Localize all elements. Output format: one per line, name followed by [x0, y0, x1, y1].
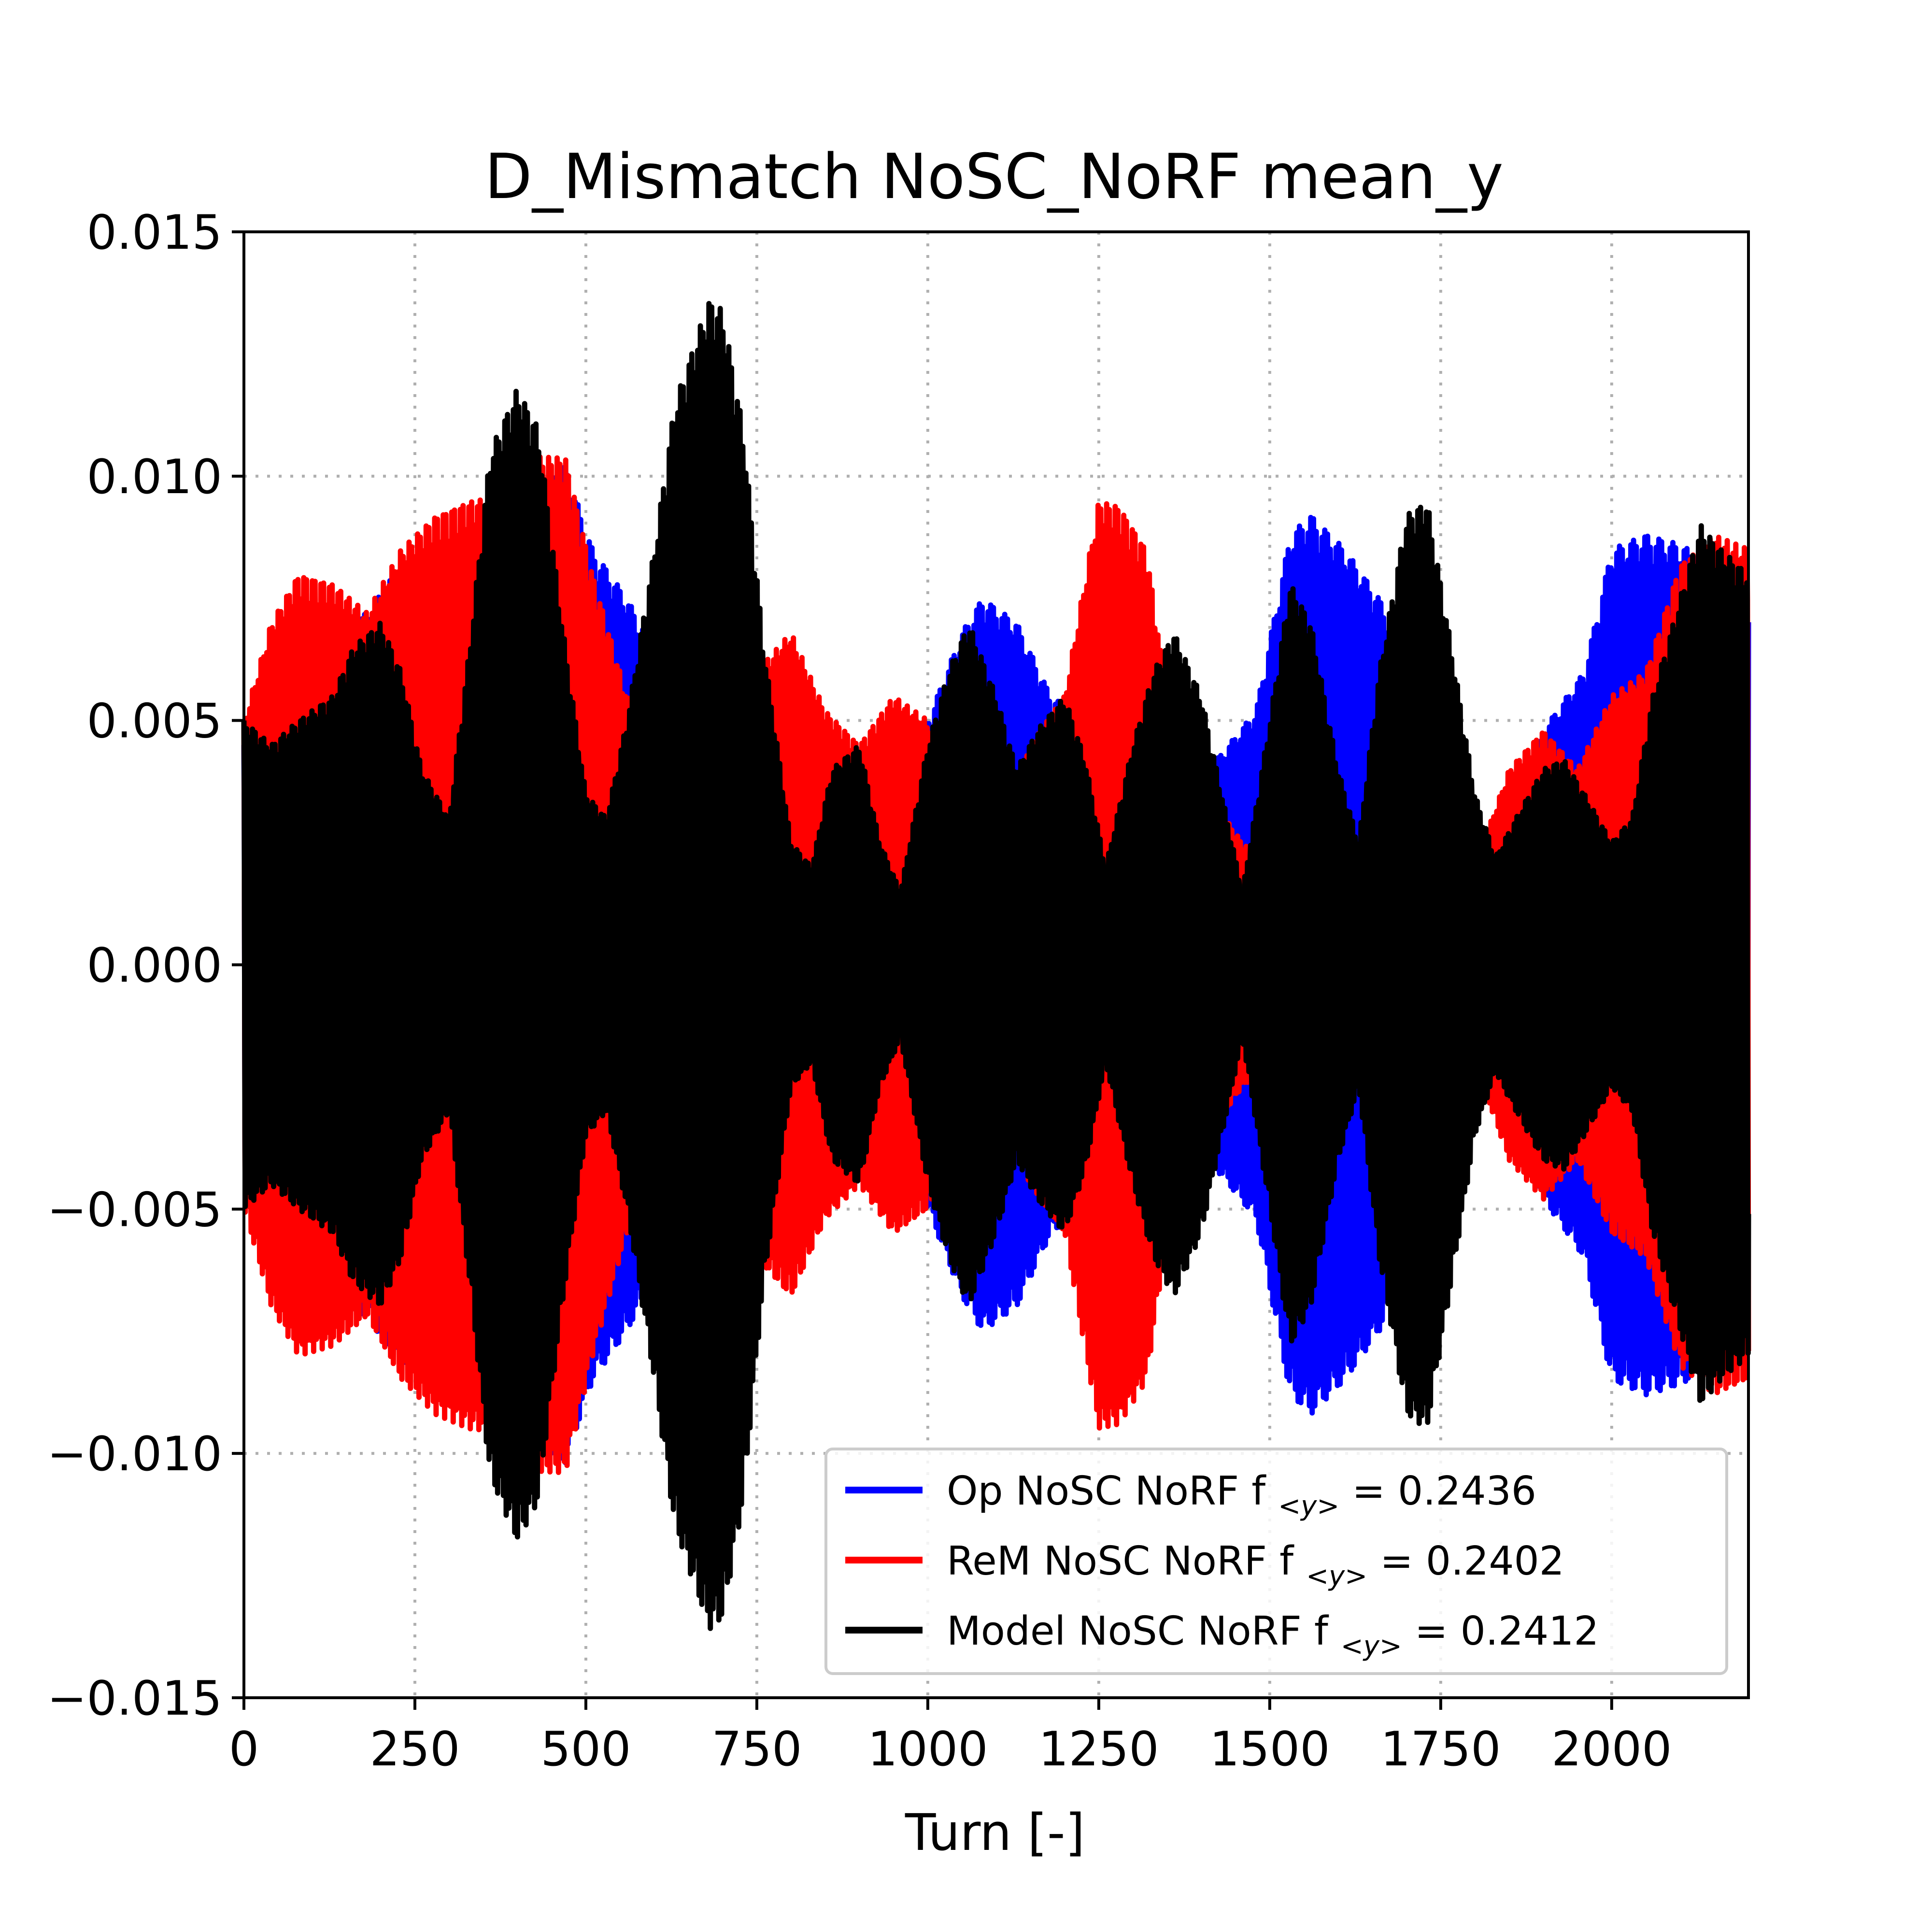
- x-tick-label: 1000: [867, 1722, 988, 1777]
- series-layer: [241, 301, 1751, 1631]
- series-line-2: [241, 301, 1751, 1631]
- legend-entry: Op NoSC NoRF f <y> = 0.2436: [947, 1468, 1536, 1522]
- x-tick-label: 2000: [1551, 1722, 1672, 1777]
- x-tick-label: 750: [711, 1722, 802, 1777]
- legend-entry: ReM NoSC NoRF f <y> = 0.2402: [947, 1538, 1564, 1592]
- y-tick-label: 0.015: [86, 205, 222, 260]
- legend: Op NoSC NoRF f <y> = 0.2436 ReM NoSC NoRF…: [824, 1448, 1728, 1675]
- x-tick-label: 250: [369, 1722, 460, 1777]
- x-tick-label: 500: [540, 1722, 631, 1777]
- y-tick-label: −0.015: [47, 1671, 222, 1726]
- y-tick-label: −0.010: [47, 1427, 222, 1482]
- legend-box: [824, 1448, 1728, 1675]
- x-axis-label: Turn [-]: [905, 1803, 1085, 1862]
- x-tick-label: 1750: [1380, 1722, 1501, 1777]
- y-tick-label: 0.010: [86, 450, 222, 505]
- x-tick-label: 1250: [1038, 1722, 1159, 1777]
- y-tick-label: 0.000: [86, 938, 222, 994]
- x-tick-label: 0: [229, 1722, 259, 1777]
- y-tick-label: −0.005: [47, 1182, 222, 1237]
- ticks: 0 250 500 750 1000 1250 1500 1750 2000 0.015 0.010…: [47, 205, 1672, 1777]
- x-tick-label: 1500: [1209, 1722, 1330, 1777]
- legend-entry: Model NoSC NoRF f <y> = 0.2412: [947, 1608, 1599, 1662]
- chart-title: D_Mismatch NoSC_NoRF mean_y: [484, 141, 1504, 213]
- y-tick-label: 0.005: [86, 694, 222, 749]
